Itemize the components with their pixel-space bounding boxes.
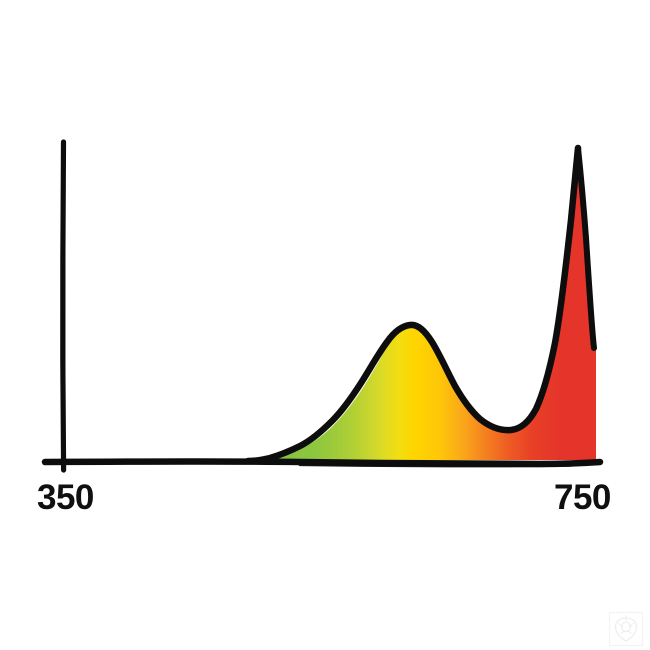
- x-axis-max-tick-label: 750: [554, 478, 611, 517]
- spectral-curve-outline: [244, 144, 582, 465]
- crest-watermark-icon: [608, 611, 644, 647]
- x-axis-line-thickening: [298, 462, 572, 468]
- x-axis-min-tick-label: 350: [37, 478, 94, 517]
- spectral-area-fill-group: [262, 148, 596, 460]
- spectral-area-fill: [262, 148, 596, 460]
- spectral-curve-outline-right-limb: [575, 145, 597, 351]
